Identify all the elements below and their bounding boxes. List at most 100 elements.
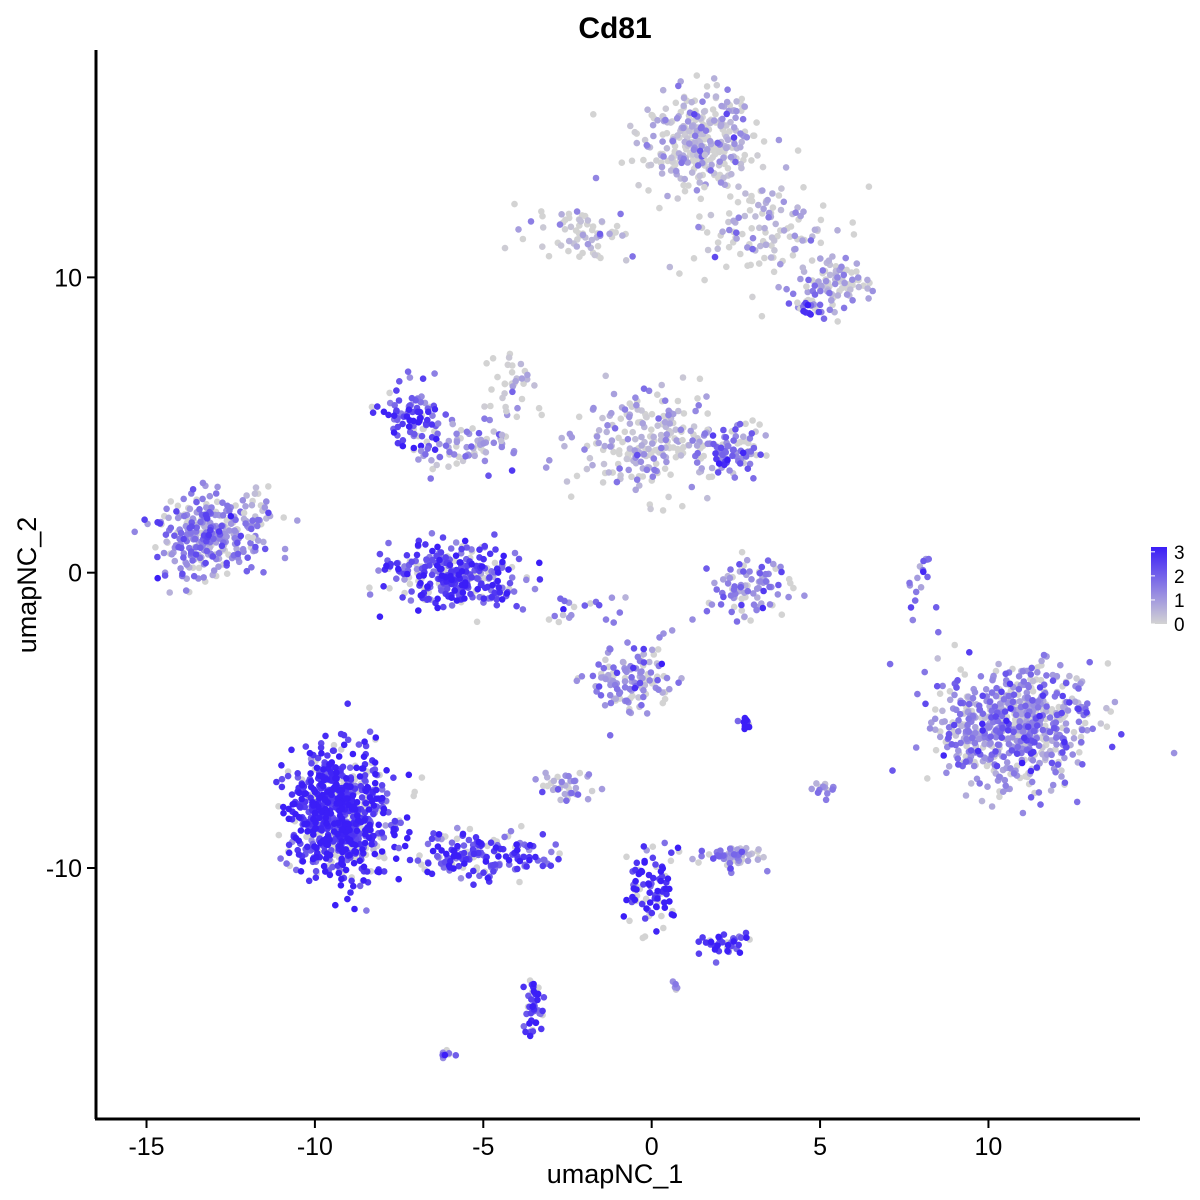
data-point bbox=[738, 848, 746, 856]
data-point bbox=[841, 279, 848, 287]
data-point bbox=[635, 694, 642, 701]
data-point bbox=[565, 210, 573, 218]
data-point bbox=[442, 411, 450, 418]
data-point bbox=[759, 604, 767, 612]
data-point bbox=[693, 72, 701, 79]
data-point bbox=[545, 616, 553, 623]
data-point bbox=[1035, 789, 1043, 796]
data-point bbox=[986, 698, 994, 706]
data-point bbox=[730, 134, 738, 141]
data-point bbox=[443, 850, 450, 858]
data-point bbox=[619, 658, 627, 666]
data-point bbox=[693, 459, 701, 466]
data-point bbox=[843, 291, 851, 298]
data-point bbox=[723, 98, 731, 106]
data-point bbox=[817, 216, 825, 224]
data-point bbox=[631, 896, 639, 904]
data-point bbox=[686, 140, 693, 147]
data-point bbox=[961, 671, 969, 678]
data-point bbox=[203, 515, 211, 522]
data-point bbox=[646, 899, 654, 906]
data-point bbox=[696, 375, 704, 383]
data-point bbox=[347, 889, 354, 896]
data-point bbox=[813, 780, 820, 787]
data-point bbox=[451, 587, 459, 594]
data-point bbox=[523, 863, 530, 870]
data-point bbox=[1058, 767, 1065, 774]
data-point bbox=[722, 434, 730, 441]
data-point bbox=[853, 260, 861, 267]
data-point bbox=[951, 691, 958, 699]
data-point bbox=[640, 451, 648, 458]
data-point bbox=[864, 285, 871, 292]
data-point bbox=[1020, 734, 1028, 742]
data-point bbox=[438, 847, 445, 854]
data-point bbox=[715, 460, 723, 467]
data-point bbox=[399, 420, 406, 428]
data-point bbox=[1024, 723, 1032, 730]
data-point bbox=[364, 784, 372, 792]
data-point bbox=[719, 576, 727, 583]
data-point bbox=[931, 715, 939, 723]
data-point bbox=[174, 502, 182, 510]
data-point bbox=[999, 724, 1006, 732]
data-point bbox=[1078, 738, 1085, 746]
data-point bbox=[721, 461, 728, 469]
data-point bbox=[641, 915, 649, 922]
data-point bbox=[539, 243, 546, 250]
data-point bbox=[657, 877, 665, 885]
data-point bbox=[594, 242, 602, 250]
data-point bbox=[655, 415, 662, 422]
data-point bbox=[519, 235, 527, 243]
data-point bbox=[760, 587, 767, 595]
data-point bbox=[698, 465, 705, 472]
data-point bbox=[719, 939, 726, 946]
data-point bbox=[408, 558, 416, 566]
data-point bbox=[353, 798, 361, 806]
data-point bbox=[1025, 683, 1032, 691]
data-point bbox=[803, 283, 810, 290]
data-point bbox=[462, 453, 469, 460]
data-point bbox=[310, 786, 317, 793]
data-point bbox=[854, 274, 862, 281]
data-point bbox=[621, 406, 629, 413]
data-point bbox=[572, 227, 580, 234]
data-point bbox=[453, 438, 461, 446]
data-point bbox=[1027, 671, 1035, 678]
data-point bbox=[504, 361, 512, 369]
data-point bbox=[759, 163, 767, 171]
data-point bbox=[645, 445, 652, 453]
data-point bbox=[767, 254, 775, 261]
data-point bbox=[757, 242, 764, 250]
data-point bbox=[418, 432, 426, 440]
data-point bbox=[154, 574, 161, 582]
data-point bbox=[517, 360, 525, 368]
data-point bbox=[393, 575, 400, 582]
data-point bbox=[1111, 698, 1119, 706]
data-point bbox=[672, 980, 679, 988]
data-point bbox=[971, 689, 979, 696]
data-point bbox=[1024, 712, 1031, 719]
data-point bbox=[748, 430, 756, 437]
data-point bbox=[595, 427, 603, 434]
data-point bbox=[1012, 711, 1020, 719]
data-point bbox=[448, 576, 455, 584]
data-point bbox=[1019, 809, 1027, 817]
data-point bbox=[573, 677, 581, 685]
data-point bbox=[726, 467, 733, 474]
data-point bbox=[681, 187, 689, 195]
data-point bbox=[657, 868, 665, 875]
data-point bbox=[244, 554, 251, 561]
data-point bbox=[649, 473, 657, 481]
data-point bbox=[792, 209, 799, 216]
data-point bbox=[361, 772, 369, 779]
data-point bbox=[480, 440, 487, 447]
data-point bbox=[296, 789, 303, 797]
data-point bbox=[215, 528, 223, 535]
data-point bbox=[956, 710, 964, 718]
data-point bbox=[996, 793, 1003, 801]
data-point bbox=[1053, 672, 1061, 680]
data-point bbox=[616, 447, 623, 454]
data-point bbox=[371, 779, 379, 787]
data-point bbox=[735, 214, 742, 221]
